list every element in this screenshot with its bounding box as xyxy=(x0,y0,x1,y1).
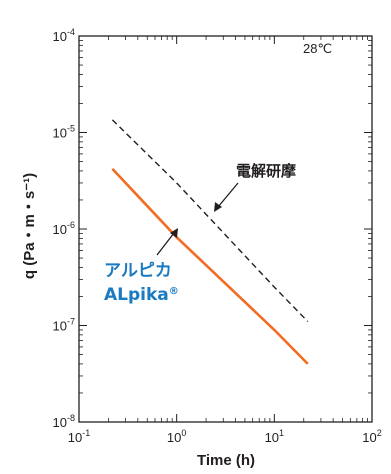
y-tick-label: 10-5 xyxy=(53,124,75,141)
arrow-line-blue xyxy=(156,232,175,256)
y-tick-label: 10-4 xyxy=(53,27,75,44)
ticks-group xyxy=(78,35,373,423)
x-tick-label: 10-1 xyxy=(68,428,90,445)
alpika-katakana-label: アルピカ xyxy=(104,261,172,281)
y-tick-label: 10-6 xyxy=(53,220,75,237)
x-tick-label: 100 xyxy=(167,428,186,445)
x-tick-label: 101 xyxy=(265,428,284,445)
series-line-electropolish xyxy=(111,119,309,322)
y-tick-label: 10-8 xyxy=(53,413,75,430)
plot-frame xyxy=(78,35,373,423)
temperature-label: 28℃ xyxy=(303,41,332,56)
arrow-line-dark xyxy=(217,182,239,208)
tick-labels-group: 10-1 100 101 102 10-8 10-7 10-6 10-5 10-4 xyxy=(53,27,382,445)
arrow-head-blue xyxy=(170,228,178,238)
arrow-head-dark xyxy=(214,202,222,212)
electropolish-label: 電解研摩 xyxy=(236,162,297,180)
y-tick-label: 10-7 xyxy=(53,317,75,334)
series-line-alpika xyxy=(111,168,309,365)
y-axis-label: q (Pa・m・s⁻¹) xyxy=(21,173,38,279)
x-tick-label: 102 xyxy=(362,428,381,445)
alpika-latin-label: ALpika® xyxy=(104,285,179,305)
x-axis-label: Time (h) xyxy=(197,452,255,469)
series-group xyxy=(111,119,309,365)
